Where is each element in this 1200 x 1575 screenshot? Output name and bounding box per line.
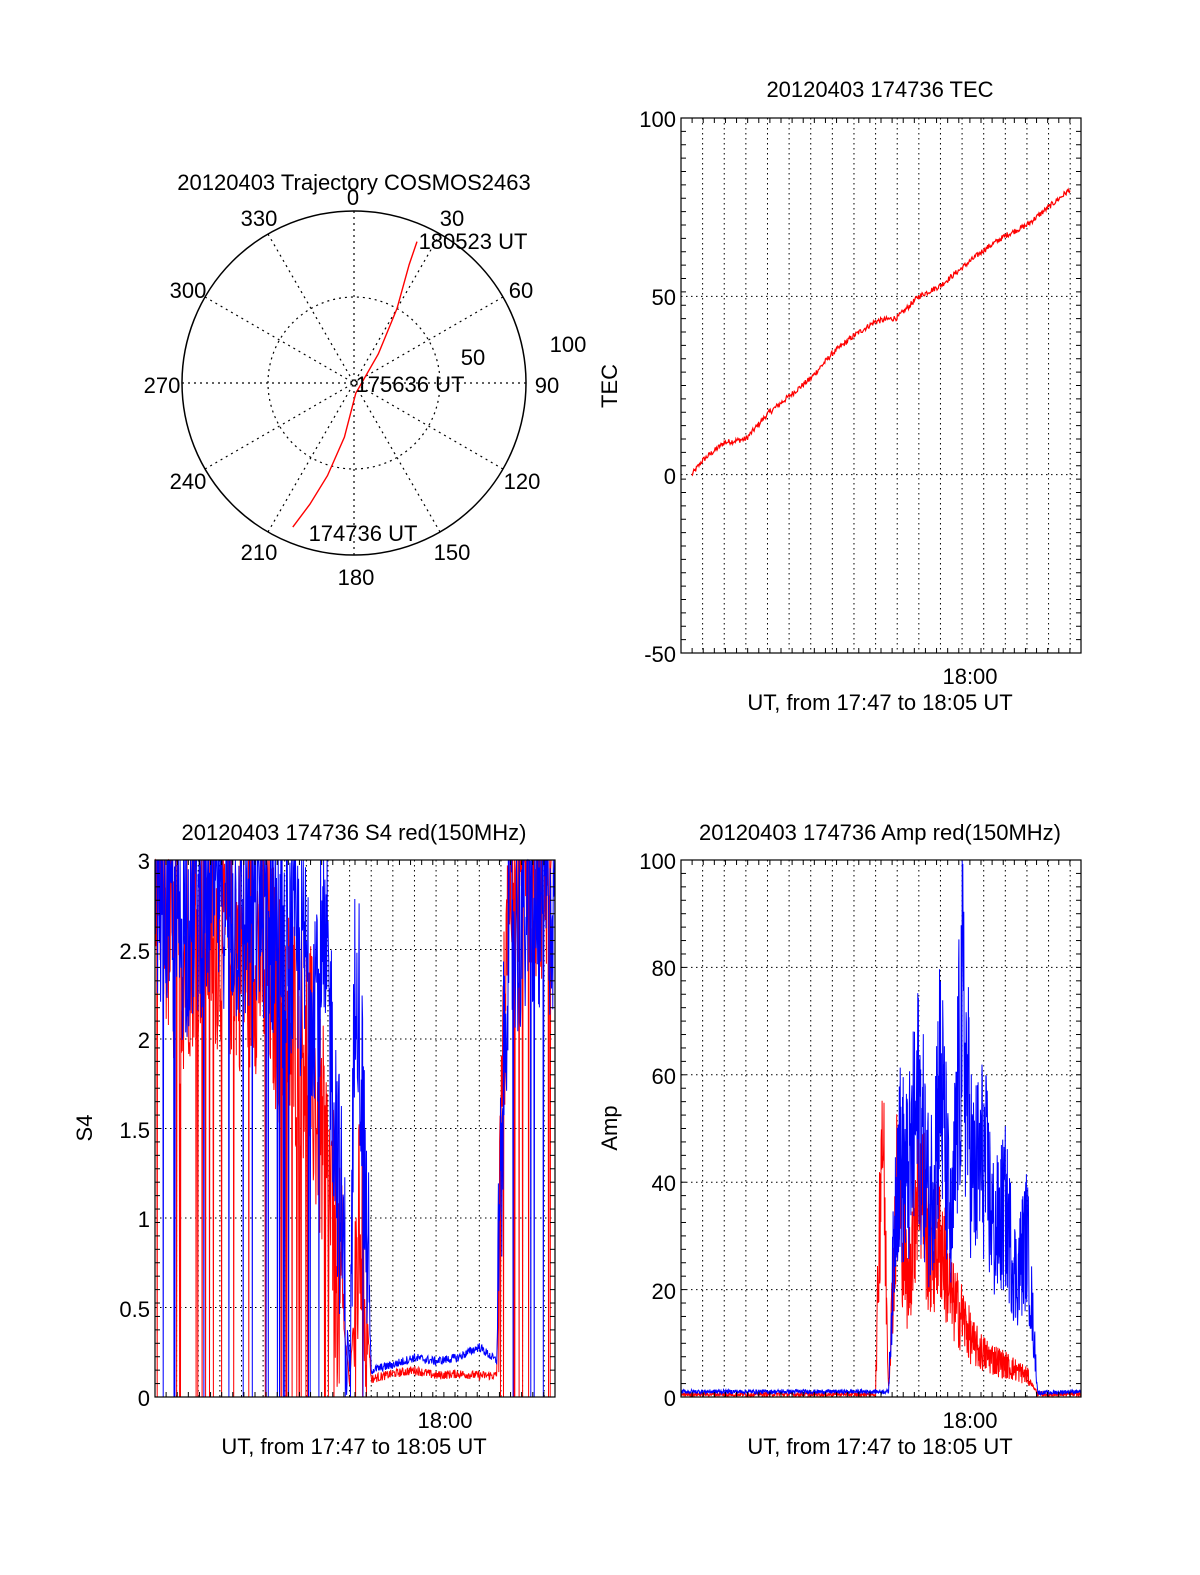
amp-title: 20120403 174736 Amp red(150MHz) xyxy=(699,820,1061,845)
s4-minor-ticks xyxy=(154,859,556,1398)
s4-panel: 20120403 174736 S4 red(150MHz) 3 2.5 2 1… xyxy=(72,820,556,1459)
tec-minor-ticks xyxy=(680,117,1082,654)
s4-xtick-1800: 18:00 xyxy=(417,1408,472,1433)
polar-panel: 20120403 Trajectory COSMOS2463 0 30 60 9… xyxy=(144,170,587,590)
tec-ytick-0: 0 xyxy=(664,464,676,489)
polar-title: 20120403 Trajectory COSMOS2463 xyxy=(177,170,530,195)
s4-ytick-2: 2 xyxy=(138,1028,150,1053)
amp-axes-frame xyxy=(680,859,1082,1398)
amp-minor-ticks xyxy=(680,859,1082,1398)
s4-ytick-1-5: 1.5 xyxy=(119,1118,150,1143)
s4-xlabel: UT, from 17:47 to 18:05 UT xyxy=(221,1434,486,1459)
s4-title: 20120403 174736 S4 red(150MHz) xyxy=(182,820,527,845)
tec-axes-frame xyxy=(680,117,1082,654)
amp-ytick-60: 60 xyxy=(652,1064,676,1089)
angle-tick-150: 150 xyxy=(434,540,471,565)
trajectory-end-label: 180523 UT xyxy=(419,229,528,254)
angle-tick-180: 180 xyxy=(338,565,375,590)
tec-ytick-50: 50 xyxy=(652,285,676,310)
tec-panel: 20120403 174736 TEC 100 50 0 -50 TEC 18:… xyxy=(597,77,1082,715)
tec-ytick-neg50: -50 xyxy=(644,642,676,667)
angle-tick-210: 210 xyxy=(241,540,278,565)
angle-tick-120: 120 xyxy=(504,469,541,494)
tec-ylabel: TEC xyxy=(597,364,622,408)
tec-grid xyxy=(681,118,1081,653)
angle-tick-90: 90 xyxy=(535,373,559,398)
s4-ylabel: S4 xyxy=(72,1115,97,1142)
amp-panel: 20120403 174736 Amp red(150MHz) 100 80 6… xyxy=(597,820,1082,1459)
polar-spokes xyxy=(182,211,526,555)
s4-ytick-0-5: 0.5 xyxy=(119,1297,150,1322)
angle-tick-30: 30 xyxy=(440,206,464,231)
amp-ytick-0: 0 xyxy=(664,1386,676,1411)
radius-tick-50: 50 xyxy=(461,345,485,370)
s4-series-red xyxy=(154,858,555,1398)
tec-xlabel: UT, from 17:47 to 18:05 UT xyxy=(747,690,1012,715)
amp-series-blue xyxy=(680,859,1082,1397)
angle-tick-330: 330 xyxy=(241,206,278,231)
trajectory-mid-label: 175636 UT xyxy=(356,372,465,397)
amp-ytick-100: 100 xyxy=(639,849,676,874)
trajectory-start-label: 174736 UT xyxy=(309,521,418,546)
amp-ylabel: Amp xyxy=(597,1105,622,1150)
tec-ytick-100: 100 xyxy=(639,107,676,132)
amp-series-group xyxy=(680,859,1082,1399)
angle-tick-270: 270 xyxy=(144,373,181,398)
tec-xtick-1800: 18:00 xyxy=(942,664,997,689)
amp-ytick-20: 20 xyxy=(652,1279,676,1304)
s4-ytick-2-5: 2.5 xyxy=(119,939,150,964)
amp-grid xyxy=(681,860,1081,1397)
s4-ytick-1: 1 xyxy=(138,1207,150,1232)
tec-title: 20120403 174736 TEC xyxy=(766,77,993,102)
tec-series-line xyxy=(691,187,1071,477)
amp-ytick-40: 40 xyxy=(652,1171,676,1196)
trajectory-line xyxy=(292,241,418,528)
angle-tick-300: 300 xyxy=(170,278,207,303)
angle-tick-240: 240 xyxy=(170,469,207,494)
amp-ytick-80: 80 xyxy=(652,956,676,981)
radius-tick-100: 100 xyxy=(550,332,587,357)
amp-xlabel: UT, from 17:47 to 18:05 UT xyxy=(747,1434,1012,1459)
s4-ytick-3: 3 xyxy=(138,849,150,874)
angle-tick-60: 60 xyxy=(509,278,533,303)
angle-tick-0: 0 xyxy=(347,185,359,210)
s4-ytick-0: 0 xyxy=(138,1386,150,1411)
amp-xtick-1800: 18:00 xyxy=(942,1408,997,1433)
